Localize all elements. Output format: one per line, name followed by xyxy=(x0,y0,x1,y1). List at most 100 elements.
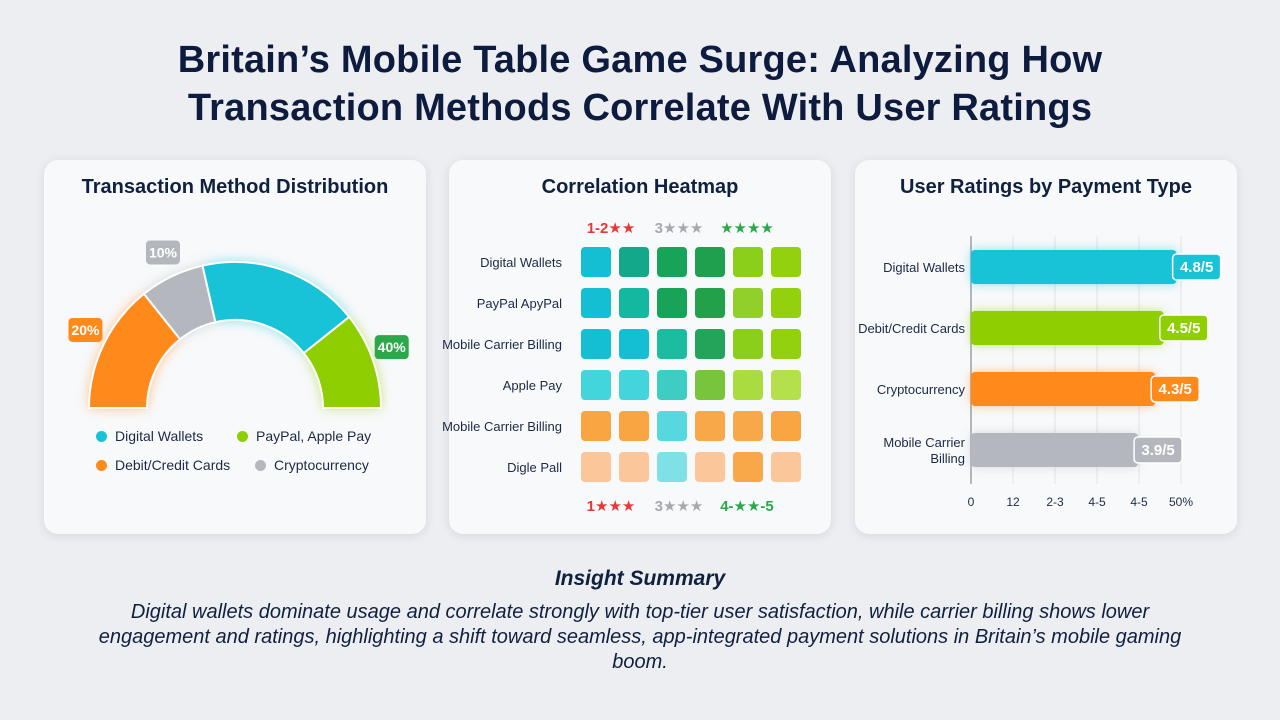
bar-label-debit-credit-cards: Debit/Credit Cards xyxy=(858,321,965,336)
legend-item-debit-credit-cards: Debit/Credit Cards xyxy=(96,457,230,473)
heatmap-card: Correlation Heatmap 1-2★★ 3★★★ ★★★★ Digital… xyxy=(442,160,831,534)
heatmap-top-label-0: 1-2★★ xyxy=(587,220,636,237)
page-title-line2: Transaction Methods Correlate With User … xyxy=(187,87,1093,129)
insight-body: Digital wallets dominate usage and corre… xyxy=(98,601,1182,673)
heatmap-cell-1-1 xyxy=(619,288,649,318)
donut-label-cryptocurrency: 10% xyxy=(149,244,178,260)
donut-slices xyxy=(87,261,383,409)
bar-value-2: 4.3/5 xyxy=(1159,381,1192,398)
heatmap-row-label-2: Mobile Carrier Billing xyxy=(442,337,562,352)
heatmap-title: Correlation Heatmap xyxy=(541,176,739,198)
heatmap-cell-3-1 xyxy=(619,370,649,400)
heatmap-cell-5-1 xyxy=(619,452,649,482)
heatmap-cell-0-5 xyxy=(771,247,801,277)
bar-x-ticks: 0 12 2-3 4-5 4-5 50% xyxy=(968,495,1194,509)
donut-badge-debit-credit-cards xyxy=(68,317,103,342)
donut-label-paypal-apple-pay: 40% xyxy=(378,339,407,355)
heatmap-row-label-4: Mobile Carrier Billing xyxy=(442,419,562,434)
heatmap-cell-4-5 xyxy=(771,411,801,441)
bar-value-badge-3 xyxy=(1133,436,1183,464)
heatmap-cell-5-3 xyxy=(695,452,725,482)
heatmap-row-label-5: Digle Pall xyxy=(507,460,562,475)
bar-value-3: 3.9/5 xyxy=(1141,442,1174,459)
heatmap-cell-3-4 xyxy=(733,370,763,400)
heatmap-cell-1-4 xyxy=(733,288,763,318)
heatmap-cell-4-2 xyxy=(657,411,687,441)
heatmap-cell-2-1 xyxy=(619,329,649,359)
donut-label-debit-credit-cards: 20% xyxy=(71,322,100,338)
heatmap-cell-3-2 xyxy=(657,370,687,400)
ratings-bar-chart: 0 12 2-3 4-5 4-5 50% 4.8/5 4.5/5 4.3/5 3.9/5 Digit… xyxy=(858,236,1222,509)
heatmap-row-label-1: PayPal ApyPal xyxy=(477,296,562,311)
bar-value-badge-2 xyxy=(1150,375,1200,403)
heatmap-cell-0-4 xyxy=(733,247,763,277)
donut-slice-paypal-apple-pay xyxy=(302,315,383,409)
heatmap-cell-3-5 xyxy=(771,370,801,400)
legend-label-digital-wallets: Digital Wallets xyxy=(115,428,204,444)
heatmap-cell-4-3 xyxy=(695,411,725,441)
heatmap-cell-4-0 xyxy=(581,411,611,441)
heatmap-cell-2-4 xyxy=(733,329,763,359)
heatmap-cell-2-3 xyxy=(695,329,725,359)
page-title-line1: Britain’s Mobile Table Game Surge: Analy… xyxy=(177,39,1103,81)
heatmap-bottom-label-2: 4-★★-5 xyxy=(720,498,774,515)
heatmap-cell-1-0 xyxy=(581,288,611,318)
heatmap-row-label-3: Apple Pay xyxy=(503,378,563,393)
heatmap-cell-1-5 xyxy=(771,288,801,318)
page-title: Britain’s Mobile Table Game Surge: Analy… xyxy=(0,36,1280,132)
bar-x-tick-3: 4-5 xyxy=(1088,495,1106,509)
distribution-title: Transaction Method Distribution xyxy=(81,176,389,198)
heatmap-cell-0-1 xyxy=(619,247,649,277)
heatmap-cell-4-4 xyxy=(733,411,763,441)
heatmap-cell-5-5 xyxy=(771,452,801,482)
legend-swatch-debit-credit-cards xyxy=(96,459,107,471)
bar-value-1: 4.5/5 xyxy=(1167,320,1200,337)
donut-badge-cryptocurrency xyxy=(145,240,180,265)
legend-item-digital-wallets: Digital Wallets xyxy=(96,428,203,444)
heatmap-cell-0-2 xyxy=(657,247,687,277)
bar-label-cryptocurrency: Cryptocurrency xyxy=(877,382,966,397)
legend-swatch-digital-wallets xyxy=(96,430,107,442)
bar-x-tick-1: 12 xyxy=(1006,495,1020,509)
heatmap-bottom-label-0: 1★★★ xyxy=(587,498,636,515)
heatmap-cell-3-3 xyxy=(695,370,725,400)
legend-item-cryptocurrency: Cryptocurrency xyxy=(255,457,369,473)
legend-label-cryptocurrency: Cryptocurrency xyxy=(274,457,369,473)
bar-debit-credit-cards xyxy=(971,311,1164,345)
heatmap-top-label-2: ★★★★ xyxy=(720,220,774,237)
donut-labels: 20% 10% 40% xyxy=(68,240,409,360)
bar-value-badge-1 xyxy=(1159,314,1209,342)
bars: 4.8/5 4.5/5 4.3/5 3.9/5 xyxy=(971,250,1222,467)
correlation-heatmap: 1-2★★ 3★★★ ★★★★ Digital Wallets PayPal ApyPa… xyxy=(442,220,801,515)
heatmap-cell-2-5 xyxy=(771,329,801,359)
bar-x-tick-2: 2-3 xyxy=(1046,495,1064,509)
heatmap-cell-3-0 xyxy=(581,370,611,400)
bar-mobile-carrier-billing xyxy=(971,433,1139,467)
heatmap-cell-0-3 xyxy=(695,247,725,277)
legend-label-paypal-apple-pay: PayPal, Apple Pay xyxy=(256,428,372,444)
legend-swatch-cryptocurrency xyxy=(255,459,266,471)
legend-label-debit-credit-cards: Debit/Credit Cards xyxy=(115,457,231,473)
heatmap-row-label-0: Digital Wallets xyxy=(480,255,562,270)
distribution-card: Transaction Method Distribution 20% 10% 40… xyxy=(44,160,426,534)
bar-digital-wallets xyxy=(971,250,1177,284)
heatmap-row-labels: Digital Wallets PayPal ApyPal Mobile Carri… xyxy=(442,255,562,475)
heatmap-cell-2-2 xyxy=(657,329,687,359)
bar-label-digital-wallets: Digital Wallets xyxy=(883,260,965,275)
legend-item-paypal-apple-pay: PayPal, Apple Pay xyxy=(237,428,371,444)
ratings-card: User Ratings by Payment Type 0 12 2-3 4-5 4-… xyxy=(855,160,1237,534)
ratings-title: User Ratings by Payment Type xyxy=(900,176,1192,198)
heatmap-bottom-label-1: 3★★★ xyxy=(655,498,704,515)
heatmap-cell-1-2 xyxy=(657,288,687,318)
heatmap-top-label-1: 3★★★ xyxy=(655,220,704,237)
heatmap-cells xyxy=(581,247,801,482)
bar-value-0: 4.8/5 xyxy=(1180,259,1213,276)
heatmap-cell-5-2 xyxy=(657,452,687,482)
heatmap-cell-5-0 xyxy=(581,452,611,482)
heatmap-cell-4-1 xyxy=(619,411,649,441)
heatmap-cell-0-0 xyxy=(581,247,611,277)
heatmap-bottom-labels: 1★★★ 3★★★ 4-★★-5 xyxy=(587,498,774,515)
legend-swatch-paypal-apple-pay xyxy=(237,430,248,442)
heatmap-cell-2-0 xyxy=(581,329,611,359)
bar-value-badge-0 xyxy=(1171,253,1222,281)
